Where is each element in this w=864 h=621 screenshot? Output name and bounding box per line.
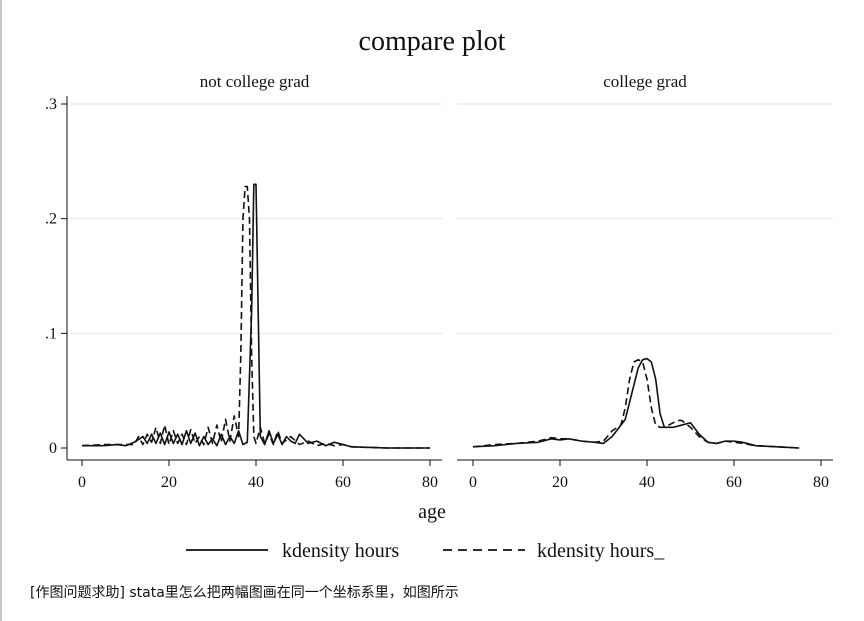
x-tick-label: 60 bbox=[726, 474, 742, 491]
series-line-solid bbox=[472, 357, 800, 449]
series-line-solid bbox=[82, 183, 430, 449]
panel-title: college grad bbox=[603, 72, 687, 91]
legend-label: kdensity hours bbox=[282, 540, 399, 562]
panel-title: not college grad bbox=[200, 72, 310, 91]
x-tick-label: 20 bbox=[552, 474, 568, 491]
x-tick-label: 80 bbox=[813, 474, 829, 491]
x-tick-label: 40 bbox=[248, 474, 264, 491]
y-tick-label: .2 bbox=[45, 211, 57, 228]
x-tick-label: 40 bbox=[639, 474, 655, 491]
left-border bbox=[0, 0, 2, 621]
y-tick-label: 0 bbox=[49, 440, 57, 457]
compare-plot-chart: compare plot not college grad .3 .2 .1 0 0 20 40… bbox=[45, 26, 833, 562]
x-tick-label: 0 bbox=[469, 474, 477, 491]
y-tick-label: .1 bbox=[45, 325, 57, 342]
x-tick-label: 80 bbox=[422, 474, 438, 491]
legend-label: kdensity hours_ bbox=[537, 540, 665, 562]
series-line-dashed bbox=[472, 358, 800, 449]
x-tick-label: 60 bbox=[335, 474, 351, 491]
series-line-dashed bbox=[81, 185, 430, 449]
chart-title: compare plot bbox=[359, 26, 506, 57]
caption-text: [作图问题求助] stata里怎么把两幅图画在同一个坐标系里，如图所示 bbox=[30, 585, 459, 601]
x-axis-label: age bbox=[418, 501, 446, 523]
y-tick-label: .3 bbox=[45, 96, 57, 113]
x-tick-label: 20 bbox=[161, 474, 177, 491]
x-tick-label: 0 bbox=[78, 474, 86, 491]
